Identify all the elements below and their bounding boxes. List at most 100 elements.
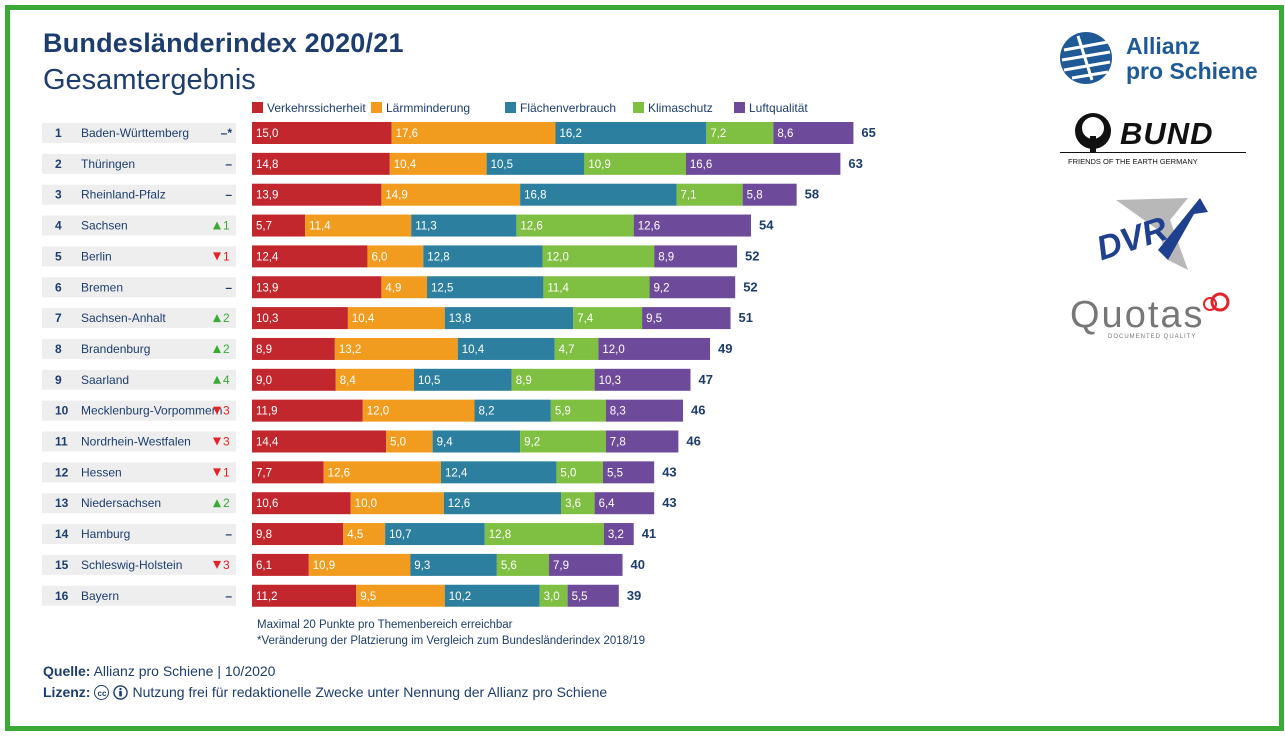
bar-segment [642,307,731,330]
bar-segment [381,183,521,206]
legend-label-3: Klimaschutz [648,101,713,115]
bar-segment [252,214,306,237]
bar-segment [486,152,585,175]
rank-label: 8 [55,342,62,356]
bar-segment [440,461,557,484]
rank-label: 9 [55,373,62,387]
cc-icon: cc [94,684,110,700]
rank-change-value: 3 [223,404,230,418]
segment-value-label: 16,8 [524,190,546,202]
bar-segment [594,492,655,515]
segment-value-label: 9,4 [437,437,454,449]
segment-value-label: 10,0 [355,498,377,510]
row-background [42,493,236,514]
attribution-icon [113,684,129,700]
segment-value-label: 16,6 [690,159,712,171]
segment-value-label: 14,8 [256,159,278,171]
source-label: Quelle: [43,663,91,679]
rank-label: 3 [55,188,62,202]
bar-segment [389,152,487,175]
segment-value-label: 12,6 [638,221,660,233]
state-label: Brandenburg [81,342,150,356]
bar-segment [252,152,390,175]
segment-value-label: 8,6 [777,128,793,140]
quotas-subtitle: DOCUMENTED QUALITY [1108,334,1197,340]
segment-value-label: 9,2 [524,437,540,449]
bar-segment [742,183,797,206]
dvr-logo: DVR [1088,190,1218,280]
row-background [42,462,236,483]
legend-label-1: Lärmminderung [386,101,470,115]
bar-segment [423,245,543,268]
segment-value-label: 10,4 [352,313,375,325]
segment-value-label: 5,6 [501,560,517,572]
bar-segment [252,399,363,422]
segment-value-label: 12,8 [489,529,511,541]
segment-value-label: 4,7 [559,344,575,356]
bar-segment [252,245,368,268]
total-value-label: 52 [745,248,759,263]
legend-label-0: Verkehrssicherheit [267,101,366,115]
segment-value-label: 9,8 [256,529,272,541]
rank-change-value: 2 [223,342,230,356]
total-value-label: 39 [627,588,641,603]
arrow-down-icon [213,406,221,415]
segment-value-label: 10,7 [389,529,411,541]
segment-value-label: 9,2 [654,282,670,294]
quotas-logo: Quotas DOCUMENTED QUALITY [1070,290,1240,350]
segment-value-label: 8,4 [340,375,357,387]
state-label: Baden-Württemberg [81,126,189,140]
segment-value-label: 12,5 [431,282,453,294]
segment-value-label: 6,0 [371,251,387,263]
rank-label: 10 [55,404,69,418]
segment-value-label: 13,2 [339,344,361,356]
segment-value-label: 5,5 [607,467,623,479]
total-value-label: 49 [718,341,732,356]
segment-value-label: 3,0 [544,591,560,603]
total-value-label: 41 [642,526,656,541]
bar-segment [594,368,691,391]
bar-segment [457,337,555,360]
segment-value-label: 10,9 [313,560,335,572]
state-label: Rheinland-Pfalz [81,188,166,202]
rank-change-value: 3 [223,435,230,449]
arrow-down-icon [213,437,221,446]
segment-value-label: 8,9 [256,344,272,356]
bar-segment [252,492,351,515]
total-value-label: 47 [699,372,713,387]
state-label: Berlin [81,249,112,263]
rank-label: 5 [55,249,62,263]
state-label: Bremen [81,280,123,294]
rank-change-value: – [225,527,232,541]
segment-value-label: 7,9 [553,560,569,572]
segment-value-label: 13,9 [256,282,278,294]
rank-label: 2 [55,157,62,171]
bar-segment [550,399,606,422]
segment-value-label: 3,6 [565,498,581,510]
bar-segment [539,584,568,607]
segment-value-label: 5,7 [256,221,272,233]
quotas-q-icon [1203,292,1230,312]
bar-segment [343,523,386,546]
segment-value-label: 11,2 [256,591,278,603]
segment-value-label: 11,9 [256,406,278,418]
segment-value-label: 10,5 [491,159,513,171]
license-label: Lizenz: [43,684,91,700]
page-subtitle: Gesamtergebnis [43,64,256,96]
total-value-label: 65 [861,125,875,140]
bar-segment [706,122,774,144]
bar-segment [676,183,743,206]
rank-label: 6 [55,280,62,294]
bar-segment [252,337,335,360]
rank-label: 15 [55,558,69,572]
row-background [42,585,236,606]
bar-segment [554,337,599,360]
segment-value-label: 12,6 [448,498,470,510]
row-background [42,246,236,267]
rank-change-value: 2 [223,496,230,510]
segment-value-label: 5,0 [390,437,406,449]
segment-value-label: 12,0 [367,406,389,418]
bar-segment [252,183,382,206]
bar-segment [305,214,412,237]
bar-segment [385,523,485,546]
